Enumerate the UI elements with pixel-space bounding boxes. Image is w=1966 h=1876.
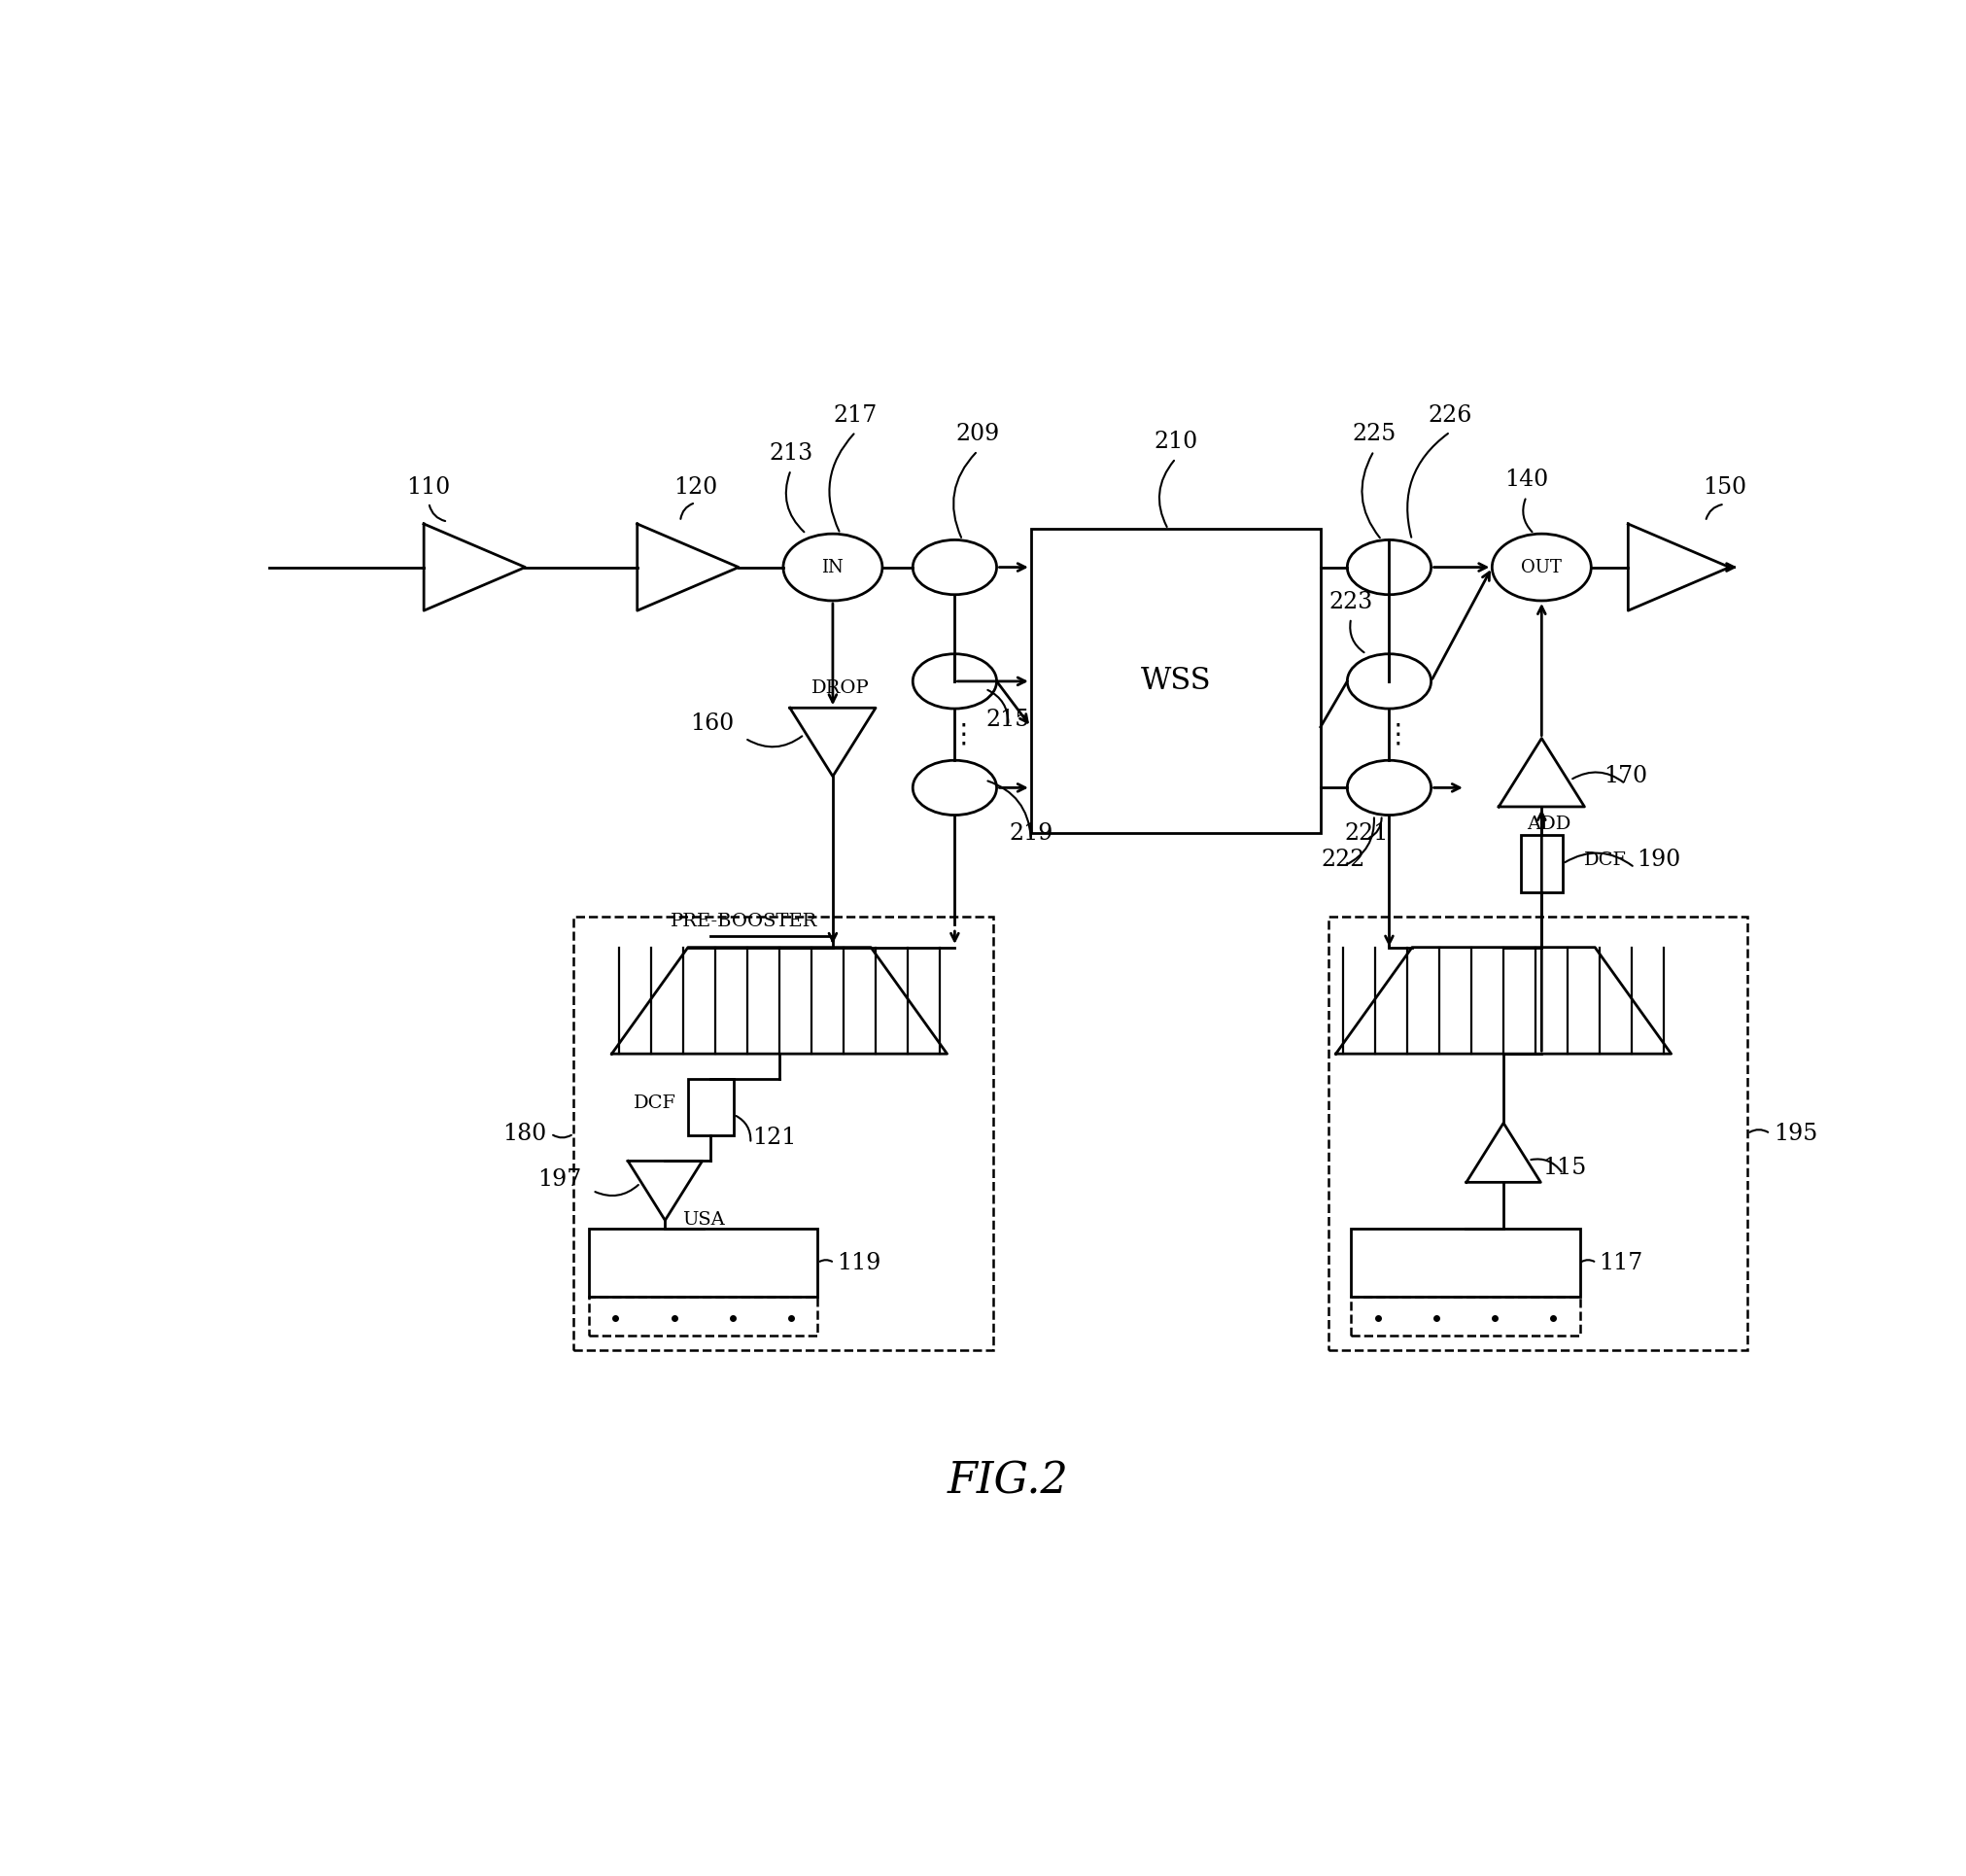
Text: 119: 119: [836, 1251, 881, 1274]
Text: 180: 180: [503, 1122, 547, 1144]
Bar: [1327, 917, 1746, 1351]
Text: 195: 195: [1773, 1122, 1817, 1144]
Text: ADD: ADD: [1526, 816, 1571, 833]
Text: IN: IN: [822, 559, 843, 576]
Text: OUT: OUT: [1520, 559, 1561, 576]
Text: 110: 110: [407, 477, 450, 499]
Text: 225: 225: [1351, 424, 1396, 446]
Text: 213: 213: [769, 443, 812, 465]
Text: 223: 223: [1329, 591, 1372, 613]
Text: 219: 219: [1009, 822, 1052, 844]
Bar: [1351, 1296, 1579, 1336]
Text: DCF: DCF: [1583, 852, 1626, 869]
Text: 140: 140: [1504, 469, 1547, 492]
Text: 160: 160: [690, 713, 733, 735]
Text: 150: 150: [1703, 477, 1746, 499]
Text: 221: 221: [1343, 822, 1388, 844]
Text: ⋮: ⋮: [950, 720, 977, 749]
Text: USA: USA: [682, 1212, 723, 1229]
Text: DCF: DCF: [633, 1094, 676, 1112]
Text: 197: 197: [537, 1169, 582, 1191]
Text: 120: 120: [672, 477, 718, 499]
Text: ⋮: ⋮: [1384, 720, 1412, 749]
Bar: [588, 1229, 818, 1296]
Text: 121: 121: [753, 1126, 796, 1148]
Text: 222: 222: [1321, 850, 1364, 870]
Text: 117: 117: [1598, 1251, 1642, 1274]
Bar: [588, 1296, 818, 1336]
Bar: [1520, 835, 1561, 893]
Text: 210: 210: [1154, 431, 1197, 454]
Text: 226: 226: [1427, 403, 1471, 426]
Text: 115: 115: [1541, 1157, 1587, 1180]
Bar: [1351, 1229, 1579, 1296]
Text: 190: 190: [1636, 850, 1681, 870]
Text: 170: 170: [1602, 765, 1648, 788]
Bar: [574, 917, 993, 1351]
Text: WSS: WSS: [1140, 666, 1211, 696]
Text: FIG.2: FIG.2: [948, 1460, 1068, 1503]
Text: DROP: DROP: [810, 679, 869, 696]
Bar: [1030, 529, 1319, 833]
Text: 209: 209: [955, 424, 999, 446]
Text: 217: 217: [834, 403, 877, 426]
Bar: [688, 1079, 733, 1135]
Text: 215: 215: [985, 709, 1030, 730]
Text: PRE-BOOSTER: PRE-BOOSTER: [670, 914, 818, 930]
